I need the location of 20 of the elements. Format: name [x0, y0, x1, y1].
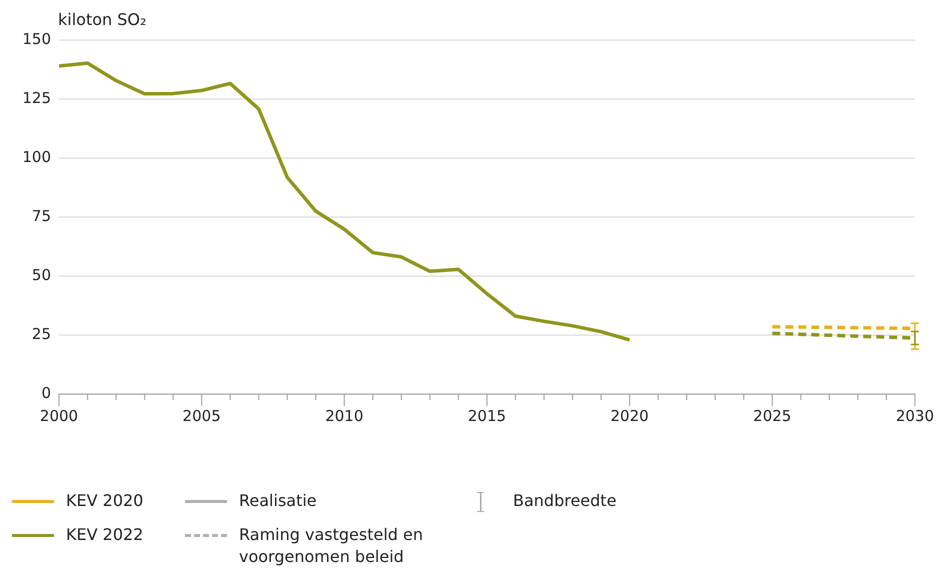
- y-tick-label: 50: [32, 266, 51, 284]
- text: Realisatie: [239, 490, 317, 512]
- x-tick-label: 2015: [468, 406, 506, 425]
- x-tick-label: 2025: [753, 406, 792, 425]
- legend-label: KEV 2022: [66, 524, 144, 546]
- text: Raming vastgesteld en voorgenomen beleid: [239, 524, 424, 568]
- x-tick-label: 2030: [896, 406, 934, 425]
- text: Bandbreedte: [513, 490, 616, 512]
- y-tick-label: 0: [41, 384, 51, 402]
- y-tick-label: 100: [22, 148, 51, 166]
- x-tick-label: 2020: [610, 406, 649, 425]
- x-tick-label: 2005: [182, 406, 221, 425]
- x-tick-label: 2010: [325, 406, 364, 425]
- y-tick-label: 150: [22, 30, 51, 48]
- x-tick-label: 2000: [40, 406, 78, 425]
- y-tick-label: 125: [22, 88, 51, 107]
- y-tick-label: 25: [32, 324, 51, 343]
- y-tick-label: 75: [32, 206, 51, 225]
- y-axis-title: kiloton SO₂: [58, 10, 146, 29]
- legend-label: KEV 2020: [66, 490, 144, 512]
